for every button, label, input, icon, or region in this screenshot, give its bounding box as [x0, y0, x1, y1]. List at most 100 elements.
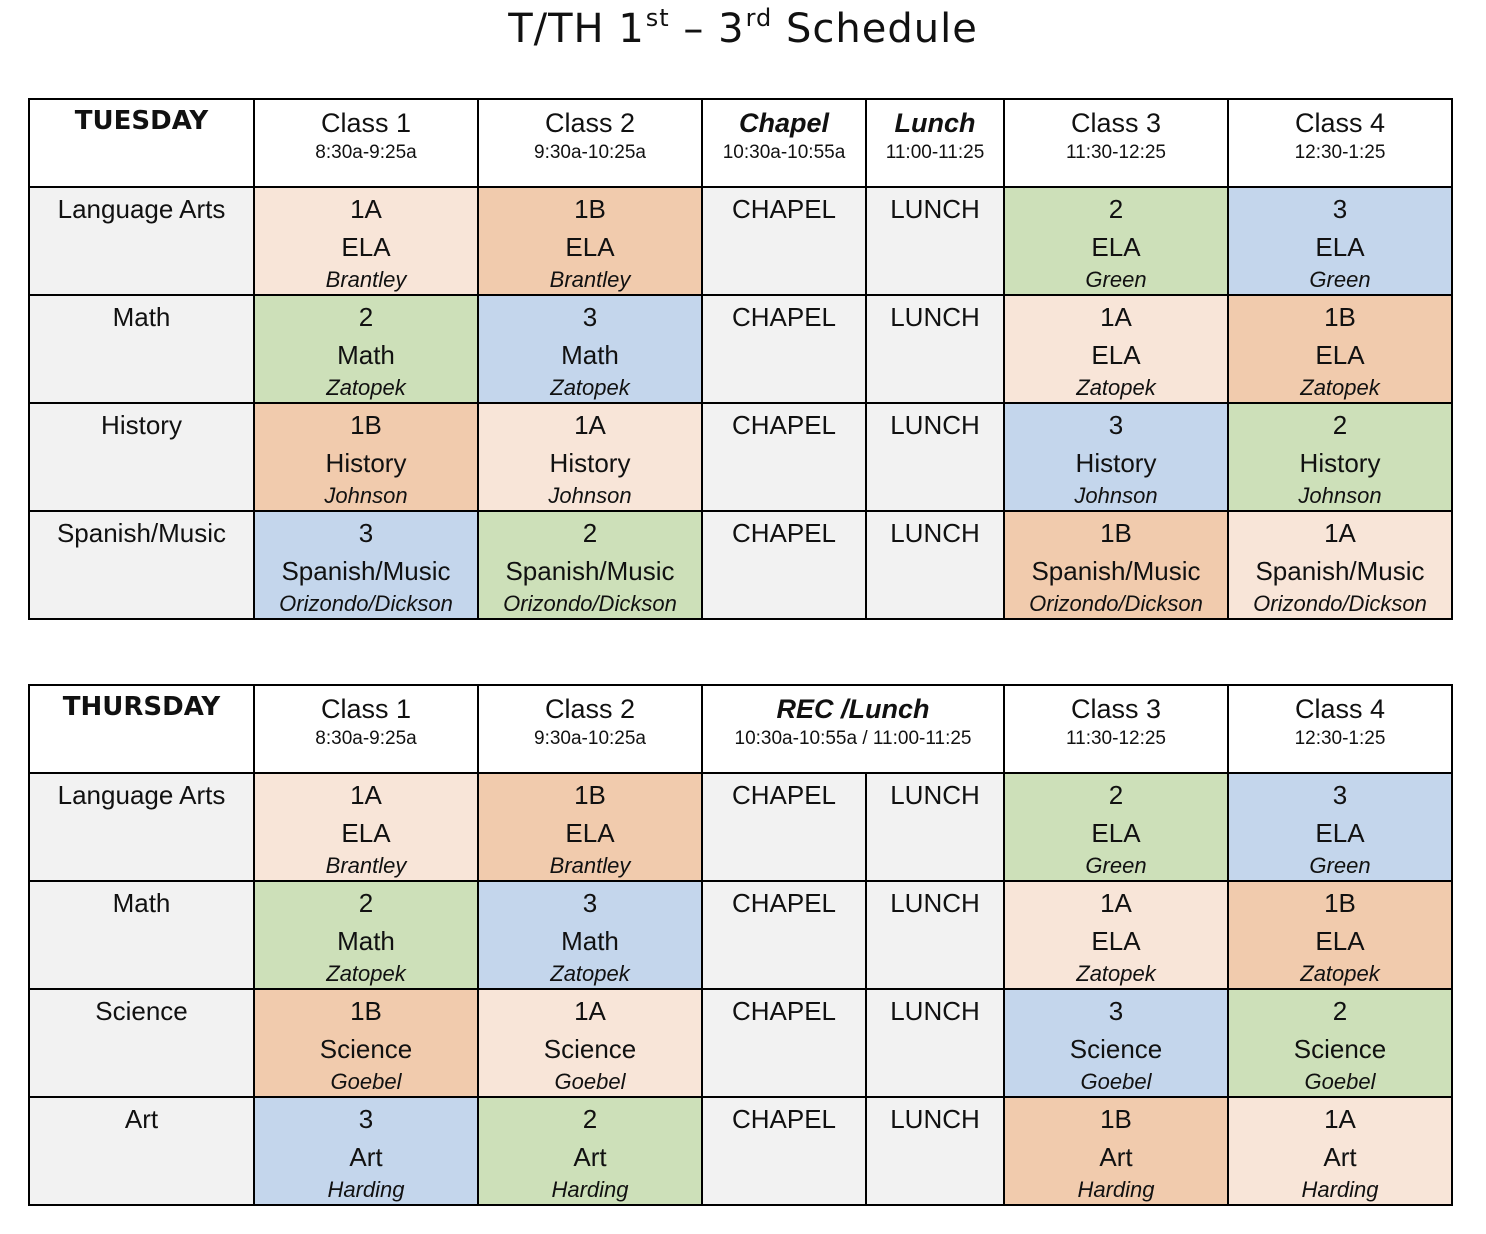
class-cell: 3 Art Harding	[253, 1096, 479, 1206]
class-course: Math	[337, 926, 395, 956]
header-class-1: Class 1 8:30a-9:25a	[253, 684, 479, 774]
header-time: 8:30a-9:25a	[315, 142, 417, 163]
class-cell: 3 History Johnson	[1003, 402, 1229, 512]
class-group: 2	[358, 888, 374, 918]
header-time: 9:30a-10:25a	[534, 728, 646, 749]
class-course: Spanish/Music	[1031, 556, 1201, 586]
class-group: 3	[358, 518, 374, 548]
class-teacher: Zatopek	[1300, 961, 1380, 986]
class-teacher: Green	[1309, 267, 1371, 292]
header-class-3: Class 3 11:30-12:25	[1003, 684, 1229, 774]
class-cell: 3 ELA Green	[1227, 772, 1453, 882]
class-course: ELA	[1091, 232, 1141, 262]
class-cell: 1A ELA Zatopek	[1003, 880, 1229, 990]
class-course: History	[325, 448, 407, 478]
class-group: 1A	[1324, 1104, 1356, 1134]
subject-cell: Science	[28, 988, 255, 1098]
header-name: Class 4	[1294, 694, 1386, 724]
class-cell: 3 Math Zatopek	[477, 880, 703, 990]
chapel-cell: CHAPEL	[701, 402, 867, 512]
class-group: 3	[1108, 410, 1124, 440]
class-cell: 2 ELA Green	[1003, 772, 1229, 882]
class-cell: 3 Science Goebel	[1003, 988, 1229, 1098]
schedule-row: History 1B History Johnson 1A History Johnson C…	[28, 402, 1453, 512]
class-group: 2	[358, 302, 374, 332]
class-teacher: Johnson	[548, 483, 632, 508]
header-name: Class 3	[1070, 694, 1162, 724]
class-teacher: Zatopek	[550, 375, 630, 400]
header-class-1: Class 1 8:30a-9:25a	[253, 98, 479, 188]
schedule-row: Art 3 Art Harding 2 Art Harding CHAPEL LUNCH 1B Ar…	[28, 1096, 1453, 1206]
class-course: Art	[573, 1142, 607, 1172]
class-course: ELA	[1315, 340, 1365, 370]
schedule-row: Spanish/Music 3 Spanish/Music Orizondo/Dick…	[28, 510, 1453, 620]
class-group: 3	[1108, 996, 1124, 1026]
lunch-cell: LUNCH	[865, 988, 1005, 1098]
class-course: ELA	[341, 232, 391, 262]
class-teacher: Orizondo/Dickson	[279, 591, 453, 616]
class-course: Spanish/Music	[505, 556, 675, 586]
class-cell: 2 Art Harding	[477, 1096, 703, 1206]
chapel-cell: CHAPEL	[701, 294, 867, 404]
header-class-2: Class 2 9:30a-10:25a	[477, 98, 703, 188]
class-teacher: Brantley	[549, 853, 631, 878]
header-class-2: Class 2 9:30a-10:25a	[477, 684, 703, 774]
header-class-3: Class 3 11:30-12:25	[1003, 98, 1229, 188]
lunch-label: LUNCH	[890, 996, 980, 1026]
class-group: 1B	[574, 780, 606, 810]
class-teacher: Goebel	[554, 1069, 626, 1094]
header-lunch: Lunch 11:00-11:25	[865, 98, 1005, 188]
lunch-label: LUNCH	[890, 1104, 980, 1134]
class-group: 1A	[1324, 518, 1356, 548]
class-course: Art	[1323, 1142, 1357, 1172]
class-cell: 1B ELA Brantley	[477, 772, 703, 882]
class-course: History	[1299, 448, 1381, 478]
class-course: Math	[561, 926, 619, 956]
lunch-cell: LUNCH	[865, 294, 1005, 404]
header-class-4: Class 4 12:30-1:25	[1227, 684, 1453, 774]
header-time: 9:30a-10:25a	[534, 142, 646, 163]
class-teacher: Green	[1309, 853, 1371, 878]
class-group: 1B	[574, 194, 606, 224]
tuesday-rows: Language Arts 1A ELA Brantley 1B ELA Brantley C…	[28, 186, 1453, 620]
class-group: 1A	[350, 780, 382, 810]
title-middle: – 3	[669, 6, 745, 52]
class-course: ELA	[1315, 818, 1365, 848]
class-cell: 2 Math Zatopek	[253, 880, 479, 990]
subject-label: Art	[124, 1104, 159, 1134]
header-time: 8:30a-9:25a	[315, 728, 417, 749]
class-cell: 2 Spanish/Music Orizondo/Dickson	[477, 510, 703, 620]
class-course: Math	[561, 340, 619, 370]
header-name: Class 2	[544, 694, 636, 724]
class-group: 3	[1332, 780, 1348, 810]
class-group: 3	[358, 1104, 374, 1134]
class-group: 2	[582, 1104, 598, 1134]
header-name: Class 4	[1294, 108, 1386, 138]
class-teacher: Green	[1085, 853, 1147, 878]
header-class-4: Class 4 12:30-1:25	[1227, 98, 1453, 188]
lunch-label: LUNCH	[890, 518, 980, 548]
class-cell: 3 ELA Green	[1227, 186, 1453, 296]
class-group: 1B	[1324, 888, 1356, 918]
class-cell: 3 Spanish/Music Orizondo/Dickson	[253, 510, 479, 620]
class-teacher: Brantley	[549, 267, 631, 292]
day-label-cell: THURSDAY	[28, 684, 255, 774]
title-suffix: Schedule	[772, 6, 978, 52]
subject-cell: Math	[28, 294, 255, 404]
class-group: 1B	[1324, 302, 1356, 332]
chapel-label: CHAPEL	[731, 302, 837, 332]
subject-label: Spanish/Music	[56, 518, 227, 548]
subject-cell: Art	[28, 1096, 255, 1206]
class-teacher: Goebel	[330, 1069, 402, 1094]
class-teacher: Goebel	[1304, 1069, 1376, 1094]
class-cell: 1A History Johnson	[477, 402, 703, 512]
chapel-label: CHAPEL	[731, 996, 837, 1026]
lunch-cell: LUNCH	[865, 186, 1005, 296]
subject-label: Science	[95, 996, 188, 1026]
schedule-row: Math 2 Math Zatopek 3 Math Zatopek CHAPEL LUNCH 1…	[28, 294, 1453, 404]
class-course: ELA	[341, 818, 391, 848]
class-cell: 1A ELA Brantley	[253, 186, 479, 296]
title-sup-1: st	[645, 4, 670, 32]
chapel-cell: CHAPEL	[701, 510, 867, 620]
lunch-cell: LUNCH	[865, 772, 1005, 882]
